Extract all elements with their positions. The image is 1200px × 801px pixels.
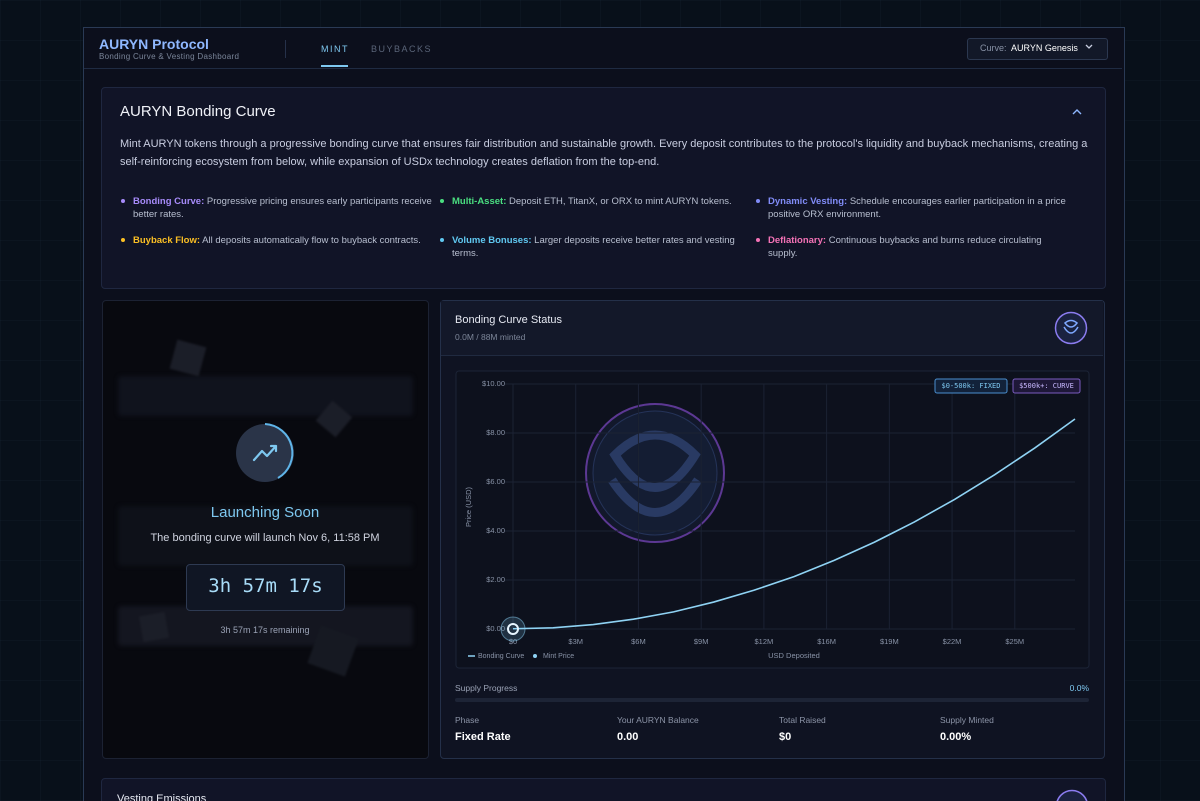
feature-text: Larger deposits receive better rates and… [452,235,735,259]
legend-label: Mint Price [543,653,574,660]
feature: Volume Bonuses: Larger deposits receive … [440,234,752,260]
feature-label: Bonding Curve: [133,196,205,207]
stat-label: Total Raised [779,715,826,725]
chart-logo [585,403,725,543]
status-title: Bonding Curve Status [455,314,563,326]
feature-text: Progressive pricing ensures early partic… [133,196,432,220]
intro-title: AURYN Bonding Curve [120,103,276,120]
progress-value: 0.0% [1069,683,1089,693]
launch-title: Launching Soon [210,504,320,521]
feature-label: Dynamic Vesting: [768,196,848,207]
badge [934,378,1008,394]
marker [507,623,519,635]
stat-label: Your AURYN Balance [617,715,699,725]
y-axis-label: Price (USD) [464,487,473,528]
feature-text: Schedule encourages earlier participatio… [768,196,1066,220]
feature-text: Deposit ETH, TitanX, or ORX to mint AURY… [509,196,732,207]
vesting-title: Vesting Emissions [117,793,207,801]
countdown-remaining: 3h 57m 17s remaining [220,625,310,635]
blurred-box [118,506,413,566]
x-tick-label: $25M [1005,637,1024,646]
stat-label: Phase [455,715,480,725]
logo [1054,311,1088,345]
y-tick-label: $8.00 [486,428,505,437]
brand-subtitle: Bonding Curve & Vesting Dashboard [99,52,240,61]
x-axis-label: USD Deposited [768,651,820,660]
intro-card [101,87,1106,289]
tab[interactable]: MINT [321,44,349,54]
x-tick-label: $12M [755,637,774,646]
status-header [441,301,1103,356]
x-tick-label: $3M [568,637,583,646]
stat-label: Supply Minted [940,715,994,725]
feature: Dynamic Vesting: Schedule encourages ear… [756,195,1068,221]
badge-label: $0-500k: FIXED [941,382,1000,390]
x-tick-label: $9M [694,637,709,646]
bullet [440,238,444,242]
blurred-input [118,376,413,416]
dropdown-label: Curve: [980,43,1007,53]
legend-swatch [533,654,537,658]
bullet [121,238,125,242]
stat-value: 0.00% [940,731,972,743]
stat-value: Fixed Rate [455,731,511,743]
feature-text: Continuous buybacks and burns reduce cir… [768,235,1042,259]
x-tick-label: $16M [817,637,836,646]
y-tick-label: $4.00 [486,526,505,535]
chart-area [455,370,1090,669]
x-tick-label: $22M [943,637,962,646]
y-tick-label: $2.00 [486,575,505,584]
curve-line [512,418,1076,630]
feature-text: All deposits automatically flow to buyba… [202,235,421,246]
feature-label: Volume Bonuses: [452,235,532,246]
collapse-icon[interactable] [1072,108,1082,115]
tab[interactable]: BUYBACKS [371,44,433,54]
vesting-card [101,778,1106,801]
brand-title: AURYN Protocol [99,36,209,52]
launch-icon [236,423,294,482]
legend-label: Bonding Curve [478,653,524,660]
countdown-box [186,564,345,611]
badge-label: $500k+: CURVE [1019,382,1074,390]
curve-dropdown[interactable] [967,38,1108,60]
tab-underline [321,65,348,67]
bullet [440,199,444,203]
status-subtitle: 0.0M / 88M minted [455,332,526,342]
divider [285,40,286,58]
bullet [756,199,760,203]
stat-value: 0.00 [617,731,639,743]
y-tick-label: $10.00 [482,379,505,388]
bullet [756,238,760,242]
bullet [121,199,125,203]
y-tick-label: $0.00 [486,624,505,633]
logo [1056,789,1088,801]
x-tick-label: $19M [880,637,899,646]
intro-description: Mint AURYN tokens through a progressive … [120,138,1088,168]
y-tick-label: $6.00 [486,477,505,486]
launch-subtitle: The bonding curve will launch Nov 6, 11:… [150,532,380,544]
header-divider [84,68,1122,69]
feature: Bonding Curve: Progressive pricing ensur… [121,195,433,221]
feature: Multi-Asset: Deposit ETH, TitanX, or ORX… [440,195,752,208]
progress-label: Supply Progress [455,683,518,693]
progress-bar [455,698,1089,702]
x-tick-label: $6M [631,637,646,646]
dropdown-value: AURYN Genesis [1011,43,1078,53]
feature-label: Multi-Asset: [452,196,507,207]
chevron [1085,44,1093,49]
badge [1012,378,1081,394]
feature: Deflationary: Continuous buybacks and bu… [756,234,1068,260]
marker-halo [500,616,526,642]
feature: Buyback Flow: All deposits automatically… [121,234,433,247]
feature-label: Deflationary: [768,235,827,246]
feature-label: Buyback Flow: [133,235,201,246]
mint-panel [102,300,429,759]
stat-value: $0 [779,731,792,743]
countdown: 3h 57m 17s [208,575,323,597]
